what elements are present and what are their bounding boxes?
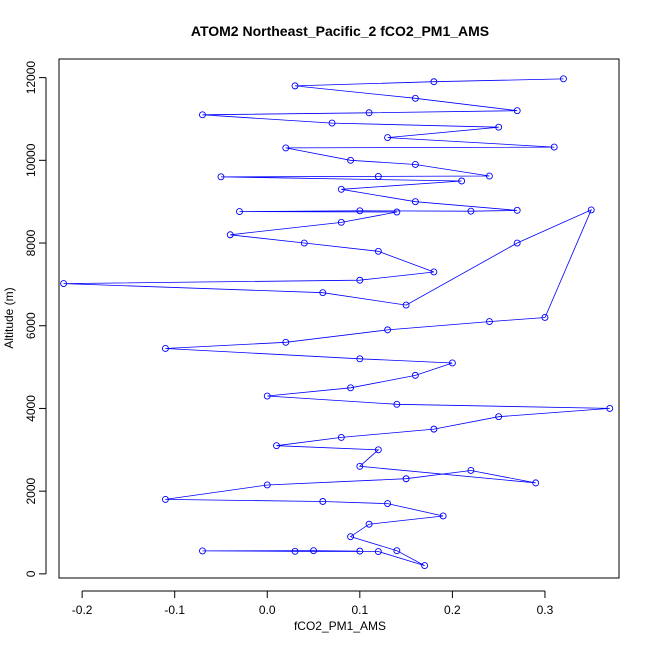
x-tick-label: 0.1	[351, 603, 368, 617]
data-point	[236, 208, 243, 216]
data-point	[282, 144, 290, 152]
data-point	[458, 177, 466, 185]
data-point	[439, 512, 447, 520]
data-point	[337, 433, 345, 441]
x-tick-label: -0.2	[72, 603, 93, 617]
data-point	[199, 111, 206, 119]
data-point	[430, 268, 438, 276]
data-point	[337, 218, 345, 226]
data-point	[60, 280, 68, 288]
data-point	[467, 467, 475, 474]
data-point	[513, 206, 521, 214]
data-point	[374, 247, 382, 255]
data-point	[282, 338, 290, 346]
data-point	[291, 547, 299, 555]
data-point	[550, 143, 558, 151]
data-point	[430, 425, 438, 433]
x-axis-label: fCO2_PM1_AMS	[294, 619, 386, 633]
x-tick-label: -0.1	[164, 603, 185, 617]
data-point	[587, 206, 595, 214]
data-point	[513, 107, 521, 115]
x-tick-label: 0.0	[259, 603, 276, 617]
data-point	[495, 413, 503, 421]
data-point	[347, 156, 355, 164]
data-point	[356, 207, 364, 215]
series-line	[63, 78, 610, 566]
data-point	[384, 134, 392, 142]
plot-frame	[58, 58, 620, 579]
chart-title: ATOM2 Northeast_Pacific_2 fCO2_PM1_AMS	[191, 23, 489, 39]
data-point	[337, 185, 345, 193]
data-point	[485, 318, 493, 326]
series-layer	[60, 75, 614, 570]
data-point	[411, 198, 419, 206]
y-tick-label: 4000	[24, 395, 38, 422]
data-point	[356, 462, 364, 470]
data-point	[411, 94, 419, 102]
data-point	[319, 289, 327, 297]
data-point	[300, 239, 308, 247]
data-point	[495, 123, 503, 131]
data-point	[374, 548, 382, 555]
y-tick-label: 12000	[24, 61, 38, 95]
data-point	[310, 547, 317, 555]
data-point	[402, 301, 410, 309]
data-point	[393, 400, 401, 408]
data-point	[541, 314, 549, 321]
data-point	[402, 475, 410, 483]
data-point	[328, 119, 336, 127]
data-point	[532, 479, 540, 487]
data-point	[421, 562, 429, 570]
data-point	[513, 239, 521, 247]
x-axis: -0.2 -0.1 0.0 0.1 0.2 0.3	[72, 590, 554, 617]
y-tick-label: 6000	[24, 312, 38, 339]
data-point	[384, 500, 392, 508]
data-point	[467, 207, 475, 215]
y-tick-label: 2000	[24, 477, 38, 504]
y-tick-label: 8000	[24, 229, 38, 256]
data-point	[393, 547, 401, 555]
data-point	[393, 208, 401, 216]
data-point	[226, 231, 234, 239]
y-axis: 0 2000 4000 6000 8000 10000 12000	[24, 61, 47, 577]
y-tick-label: 10000	[24, 143, 38, 177]
data-point	[384, 326, 392, 334]
data-point	[319, 498, 327, 505]
data-point	[448, 359, 456, 367]
data-point	[356, 276, 364, 284]
data-point	[411, 371, 419, 379]
x-tick-label: 0.3	[537, 603, 554, 617]
data-point	[199, 547, 206, 555]
y-axis-label: Altitude (m)	[2, 287, 16, 348]
data-point	[374, 172, 382, 180]
data-point	[347, 384, 355, 392]
data-point	[606, 404, 614, 412]
data-point	[365, 520, 373, 528]
data-point	[263, 481, 271, 489]
data-point	[356, 355, 364, 363]
data-point	[356, 547, 364, 555]
data-point	[430, 78, 438, 86]
data-point	[161, 495, 169, 503]
data-point	[161, 345, 169, 352]
data-point	[560, 75, 567, 83]
x-tick-label: 0.2	[444, 603, 461, 617]
data-point	[411, 161, 419, 168]
data-point	[374, 446, 382, 454]
data-point	[263, 392, 271, 400]
data-point	[347, 533, 355, 541]
y-tick-label: 0	[24, 570, 38, 577]
plot-area	[58, 58, 620, 579]
data-point	[485, 172, 493, 180]
data-point	[291, 82, 299, 90]
data-point	[365, 109, 373, 117]
data-point	[217, 173, 225, 181]
data-point	[273, 442, 280, 450]
